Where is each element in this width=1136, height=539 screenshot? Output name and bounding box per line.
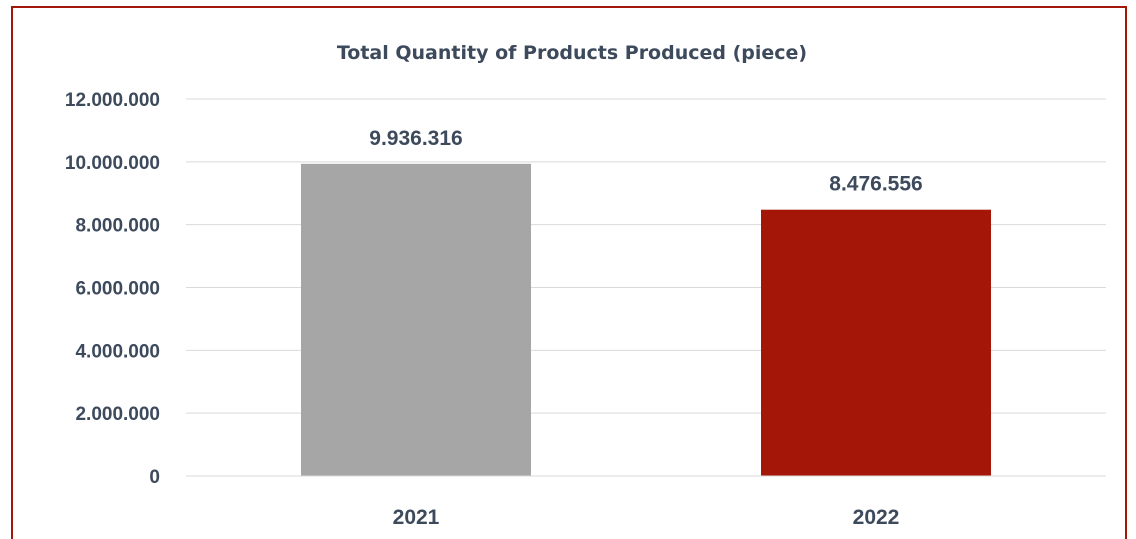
y-tick-label: 4.000.000: [75, 341, 160, 362]
x-tick-label-2022: 2022: [853, 506, 900, 529]
data-label-2021: 9.936.316: [369, 127, 462, 150]
y-tick-label: 8.000.000: [75, 216, 160, 237]
data-label-2022: 8.476.556: [829, 173, 922, 196]
chart-title: Total Quantity of Products Produced (pie…: [337, 42, 807, 64]
y-tick-label: 12.000.000: [65, 90, 160, 111]
bars: [301, 163, 991, 476]
y-tick-label: 6.000.000: [75, 279, 160, 300]
y-axis: 0 2.000.000 4.000.000 6.000.000 8.000.000 10.…: [65, 90, 160, 488]
x-axis: 2021 2022: [186, 475, 1106, 529]
bar-2021: [301, 163, 531, 476]
y-tick-label: 2.000.000: [75, 404, 160, 425]
bar-2022: [761, 209, 991, 476]
y-tick-label: 0: [149, 467, 160, 488]
y-tick-label: 10.000.000: [65, 153, 160, 174]
x-tick-label-2021: 2021: [393, 506, 440, 529]
data-labels: 9.936.316 8.476.556: [369, 127, 922, 196]
